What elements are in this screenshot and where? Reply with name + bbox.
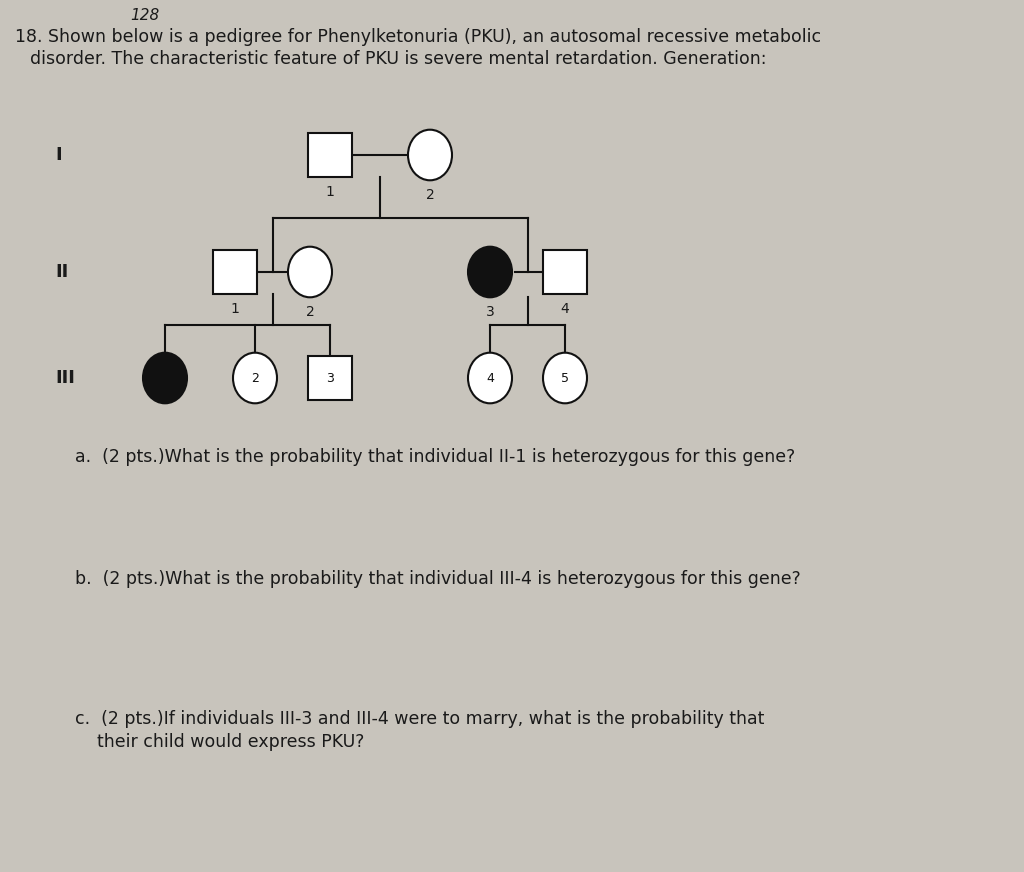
Ellipse shape	[288, 247, 332, 297]
Text: a.  (2 pts.)What is the probability that individual II-1 is heterozygous for thi: a. (2 pts.)What is the probability that …	[75, 448, 796, 466]
Ellipse shape	[233, 352, 278, 403]
Text: 3: 3	[485, 305, 495, 319]
Text: 128: 128	[130, 8, 160, 23]
Text: II: II	[55, 263, 69, 281]
Text: 2: 2	[251, 371, 259, 385]
Ellipse shape	[468, 352, 512, 403]
Text: 2: 2	[426, 188, 434, 202]
Bar	[543, 250, 587, 294]
Text: III: III	[55, 369, 75, 387]
Ellipse shape	[408, 130, 452, 181]
Bar	[308, 133, 352, 177]
Bar	[213, 250, 257, 294]
Text: 3: 3	[326, 371, 334, 385]
Text: 5: 5	[561, 371, 569, 385]
Ellipse shape	[543, 352, 587, 403]
Text: disorder. The characteristic feature of PKU is severe mental retardation. Genera: disorder. The characteristic feature of …	[30, 50, 767, 68]
Ellipse shape	[143, 352, 187, 403]
Text: I: I	[55, 146, 61, 164]
Text: b.  (2 pts.)What is the probability that individual III-4 is heterozygous for th: b. (2 pts.)What is the probability that …	[75, 570, 801, 588]
Text: 4: 4	[560, 302, 569, 316]
Text: 2: 2	[305, 305, 314, 319]
Ellipse shape	[468, 247, 512, 297]
Text: 1: 1	[230, 302, 240, 316]
Text: their child would express PKU?: their child would express PKU?	[75, 733, 365, 751]
Text: 1: 1	[326, 185, 335, 199]
Bar	[308, 356, 352, 400]
Text: c.  (2 pts.)If individuals III-3 and III-4 were to marry, what is the probabilit: c. (2 pts.)If individuals III-3 and III-…	[75, 710, 764, 728]
Text: 4: 4	[486, 371, 494, 385]
Text: 18. Shown below is a pedigree for Phenylketonuria (PKU), an autosomal recessive : 18. Shown below is a pedigree for Phenyl…	[15, 28, 821, 46]
